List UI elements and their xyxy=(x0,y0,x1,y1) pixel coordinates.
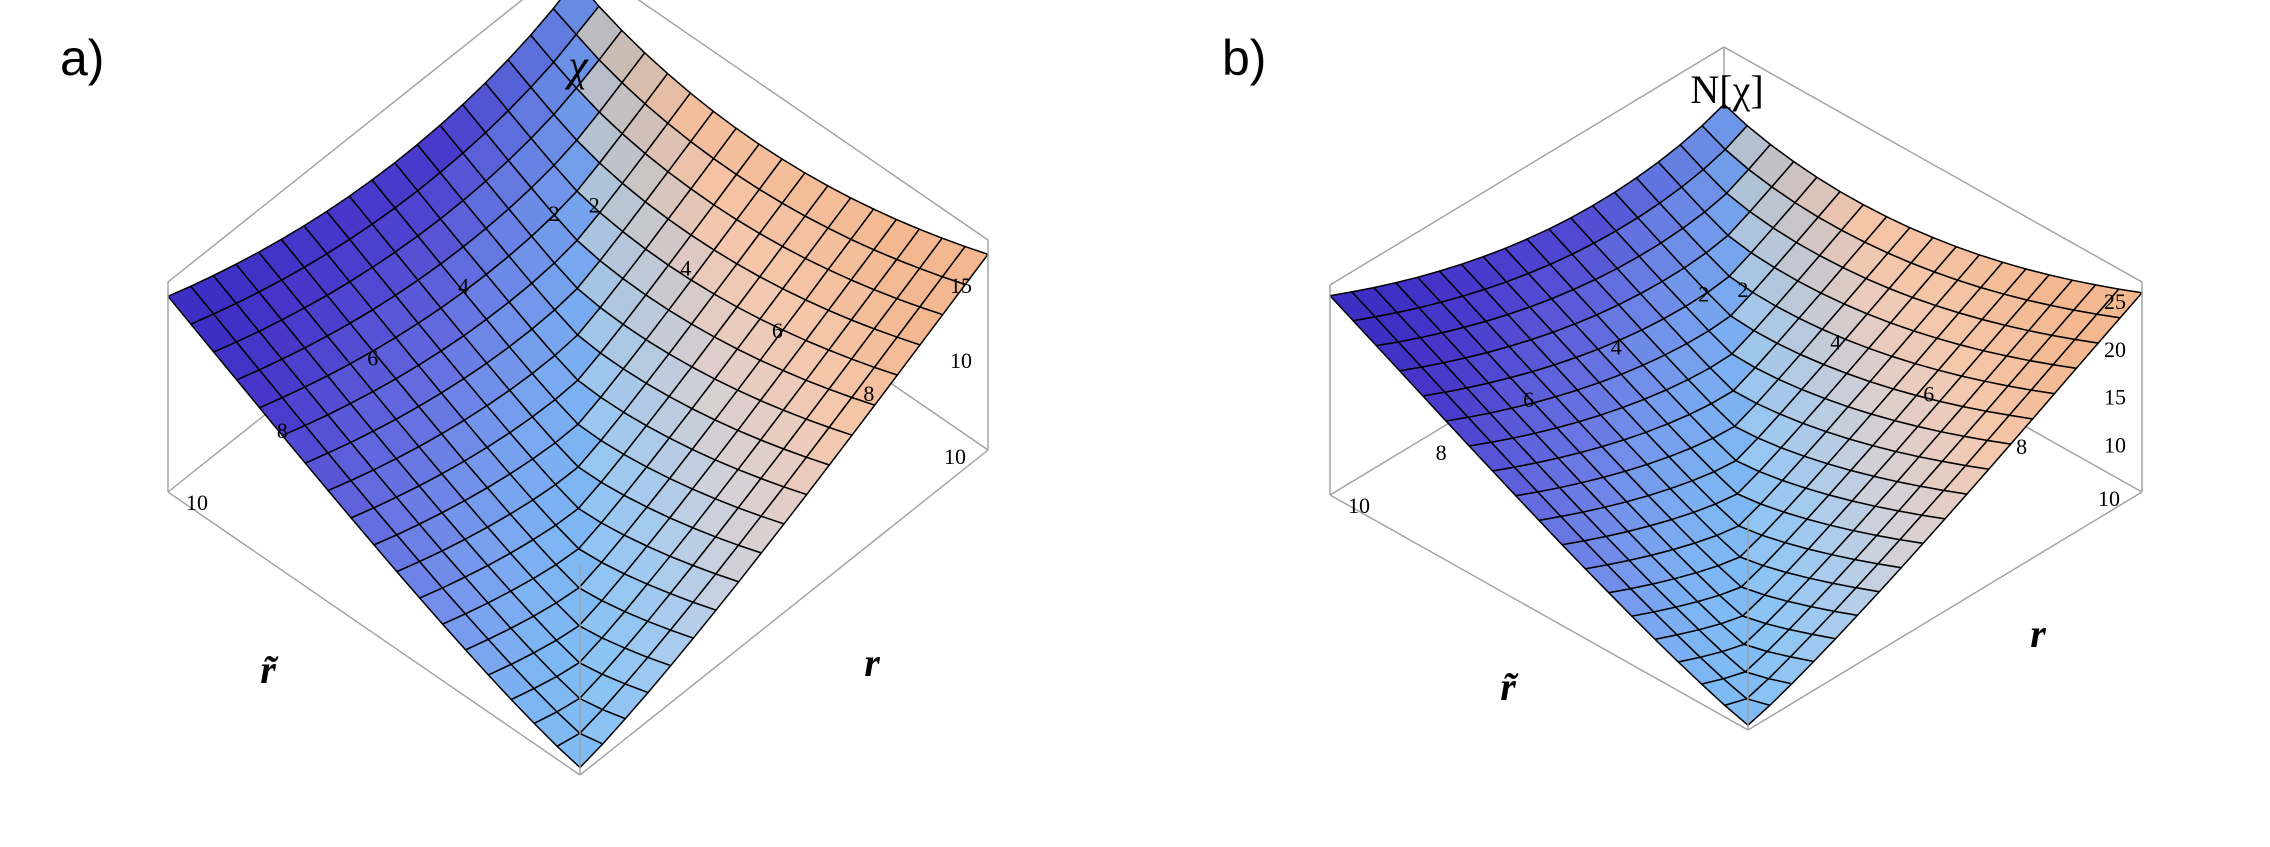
y-tick-label: 6 xyxy=(1523,387,1534,412)
x-tick-label: 10 xyxy=(2098,486,2120,511)
panel-b-letter: b) xyxy=(1222,30,1266,86)
panel-a-x-axis-label: r̃ xyxy=(260,647,279,692)
panel-a-y-axis-label: r xyxy=(864,640,880,685)
panel-a-z-axis-label: χ xyxy=(564,41,589,90)
panel-a-surface xyxy=(167,0,989,769)
y-tick-label: 2 xyxy=(1698,281,1709,306)
box-edge xyxy=(167,491,581,776)
box-edge xyxy=(1329,46,1725,286)
z-tick-label: 10 xyxy=(950,348,972,373)
y-tick-label: 6 xyxy=(367,346,378,371)
x-tick-label: 6 xyxy=(1923,382,1934,407)
panel-b-box-front xyxy=(1329,282,2143,731)
panel-b-ticks: 2 4 6 8 10 2 4 6 8 10 10 15 20 25 xyxy=(1348,277,2126,518)
box-edge xyxy=(1329,494,1749,731)
panel-b-y-axis-label: r xyxy=(2030,611,2046,656)
x-tick-label: 10 xyxy=(944,444,966,469)
box-edge xyxy=(167,0,524,283)
box-edge xyxy=(579,449,989,776)
x-tick-label: 8 xyxy=(2016,434,2027,459)
z-tick-label: 10 xyxy=(2104,432,2126,457)
panel-a-box-front xyxy=(167,240,989,776)
panel-b-x-axis-label: r̃ xyxy=(1500,664,1519,709)
panel-b: b) 2 4 6 8 10 2 4 6 8 10 10 15 20 25 N[χ] r̃ r xyxy=(1222,30,2143,731)
panel-a-letter: a) xyxy=(60,30,104,86)
y-tick-label: 4 xyxy=(458,273,469,298)
y-tick-label: 2 xyxy=(549,201,560,226)
panel-a: a) 2 4 6 8 10 2 4 6 8 10 10 15 χ r̃ r xyxy=(60,0,989,776)
y-tick-label: 8 xyxy=(277,418,288,443)
box-edge xyxy=(637,0,989,241)
box-edge xyxy=(1747,491,2143,731)
x-tick-label: 6 xyxy=(772,318,783,343)
panel-b-surface xyxy=(1329,103,2143,726)
panel-b-z-axis-label: N[χ] xyxy=(1690,67,1763,112)
z-tick-label: 25 xyxy=(2104,289,2126,314)
y-tick-label: 10 xyxy=(1348,493,1370,518)
x-tick-label: 8 xyxy=(863,381,874,406)
z-tick-label: 15 xyxy=(950,273,972,298)
y-tick-label: 8 xyxy=(1436,440,1447,465)
y-tick-label: 10 xyxy=(186,490,208,515)
z-tick-label: 20 xyxy=(2104,337,2126,362)
panel-a-ticks: 2 4 6 8 10 2 4 6 8 10 10 15 xyxy=(186,192,972,515)
x-tick-label: 2 xyxy=(589,192,600,217)
x-tick-label: 2 xyxy=(1737,277,1748,302)
y-tick-label: 4 xyxy=(1611,334,1622,359)
box-edge xyxy=(1723,46,2143,283)
x-tick-label: 4 xyxy=(680,255,691,280)
z-tick-label: 15 xyxy=(2104,385,2126,410)
x-tick-label: 4 xyxy=(1830,329,1841,354)
